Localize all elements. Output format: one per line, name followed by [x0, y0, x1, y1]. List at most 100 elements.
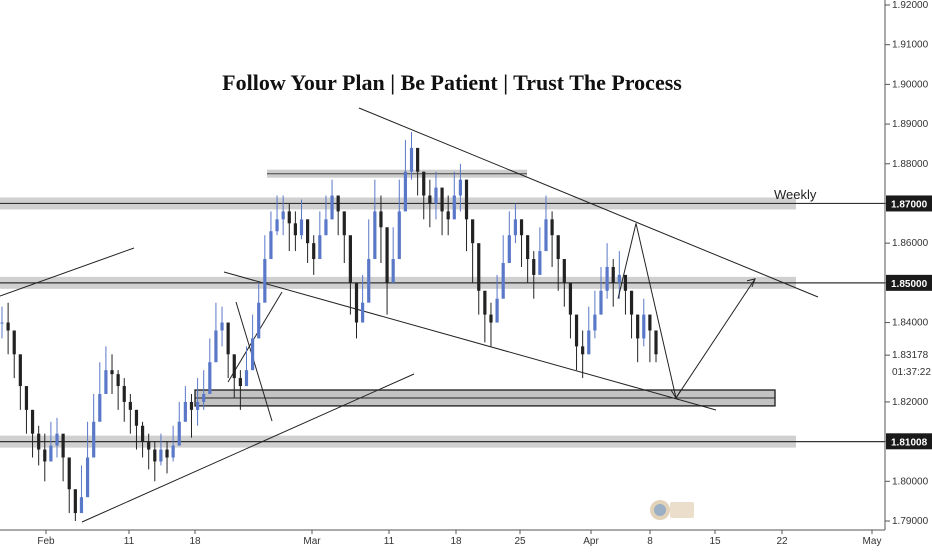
candle-body: [171, 445, 175, 458]
candle-body: [12, 330, 16, 355]
candle-body: [140, 425, 145, 442]
candle-body: [391, 259, 395, 283]
price-level-label: 1.87000: [891, 199, 928, 210]
candle-body: [134, 409, 139, 426]
candle-body: [367, 259, 371, 303]
candle-body: [361, 302, 365, 323]
candle-body: [147, 441, 151, 450]
candle-body: [422, 171, 426, 196]
candle-body: [220, 322, 224, 331]
candle-body: [104, 370, 108, 394]
candle-body: [61, 433, 65, 458]
projection-layer: [617, 223, 756, 400]
candle-body: [189, 401, 194, 410]
candle-body: [208, 362, 212, 394]
trendlines-layer: [0, 107, 819, 523]
candle-body: [116, 374, 120, 387]
candle-body: [324, 219, 328, 236]
price-label-bg: [886, 195, 932, 212]
candle-body: [281, 211, 285, 220]
candle-body: [257, 302, 261, 339]
candle-body: [177, 421, 181, 446]
time-axis[interactable]: Feb 11 18 Mar 11 18 25 Apr 8 15 22 May: [0, 529, 885, 547]
price-label-bg: [886, 433, 932, 450]
candle-body: [312, 243, 316, 260]
candle-body: [507, 235, 511, 263]
candle-body: [416, 147, 420, 172]
lower-channel-trendline: [223, 271, 717, 411]
candle-body: [336, 195, 340, 212]
price-tick-label: 1.82000: [892, 397, 929, 408]
weekly-annotation: Weekly: [774, 187, 817, 202]
price-tick-label: 1.90000: [892, 79, 929, 90]
time-tick-label: 22: [776, 536, 788, 547]
candle-body: [330, 195, 334, 220]
candle-body: [403, 171, 408, 212]
candle-body: [110, 370, 114, 375]
candle-body: [306, 219, 310, 244]
candle-body: [556, 235, 560, 260]
price-level-label: 1.85000: [891, 279, 928, 290]
candle-body: [226, 322, 230, 355]
time-tick-label: Mar: [303, 536, 321, 547]
candle-body: [342, 211, 346, 236]
time-tick-label: 8: [647, 536, 653, 547]
candle-body: [532, 259, 536, 275]
price-tick-label: 1.88000: [892, 159, 929, 170]
candle-body: [238, 378, 242, 387]
candle-body: [293, 223, 297, 236]
candle-body: [501, 263, 505, 299]
candle-body: [183, 401, 187, 422]
candles-layer: [0, 132, 658, 521]
candle-body: [464, 179, 469, 220]
candle-body: [275, 219, 279, 232]
candle-body: [18, 354, 22, 387]
candle-body: [440, 187, 444, 212]
candle-body: [642, 314, 646, 339]
candle-body: [373, 211, 377, 260]
candle-body: [299, 219, 304, 236]
candle-body: [43, 449, 47, 462]
candle-body: [538, 251, 542, 275]
candle-body: [269, 231, 273, 260]
price-axis[interactable]: 1.92000 1.91000 1.90000 1.89000 1.88000 1.870…: [884, 0, 932, 530]
candle-body: [587, 330, 591, 355]
candle-body: [0, 322, 4, 324]
candle-body: [471, 219, 475, 244]
candle-body: [428, 195, 432, 204]
candle-body: [263, 259, 267, 303]
candle-body: [318, 235, 322, 260]
candle-body: [67, 457, 71, 490]
price-tick-label: 1.84000: [892, 318, 929, 329]
last-price-label: 1.83178: [892, 350, 929, 361]
candle-body: [483, 290, 487, 315]
last-price-marker: 1.83178 01:37:22: [885, 350, 931, 378]
candle-body: [446, 211, 450, 220]
candle-body: [636, 314, 640, 339]
time-tick-label: Feb: [37, 536, 55, 547]
time-tick-label: 18: [189, 536, 201, 547]
candle-body: [611, 266, 615, 283]
wedge-lower-line: [227, 291, 283, 383]
time-tick-label: 11: [384, 536, 395, 547]
candle-body: [452, 195, 456, 220]
candle-body: [232, 354, 236, 379]
candle-body: [654, 330, 658, 355]
candle-body: [354, 282, 359, 323]
candle-body: [544, 219, 548, 252]
tradingview-watermark-icon: [650, 500, 694, 520]
candle-body: [495, 298, 499, 323]
price-level-label: 1.81008: [891, 437, 928, 448]
zones-layer: [0, 169, 885, 448]
time-tick-label: Apr: [583, 536, 599, 547]
candle-body: [128, 401, 132, 410]
candle-body: [568, 282, 573, 315]
candle-body: [79, 497, 84, 514]
candle-body: [617, 274, 621, 283]
price-tick-label: 1.91000: [892, 40, 929, 51]
chart-title: Follow Your Plan | Be Patient | Trust Th…: [222, 70, 682, 95]
candle-body: [526, 235, 530, 260]
candle-body: [195, 401, 200, 410]
